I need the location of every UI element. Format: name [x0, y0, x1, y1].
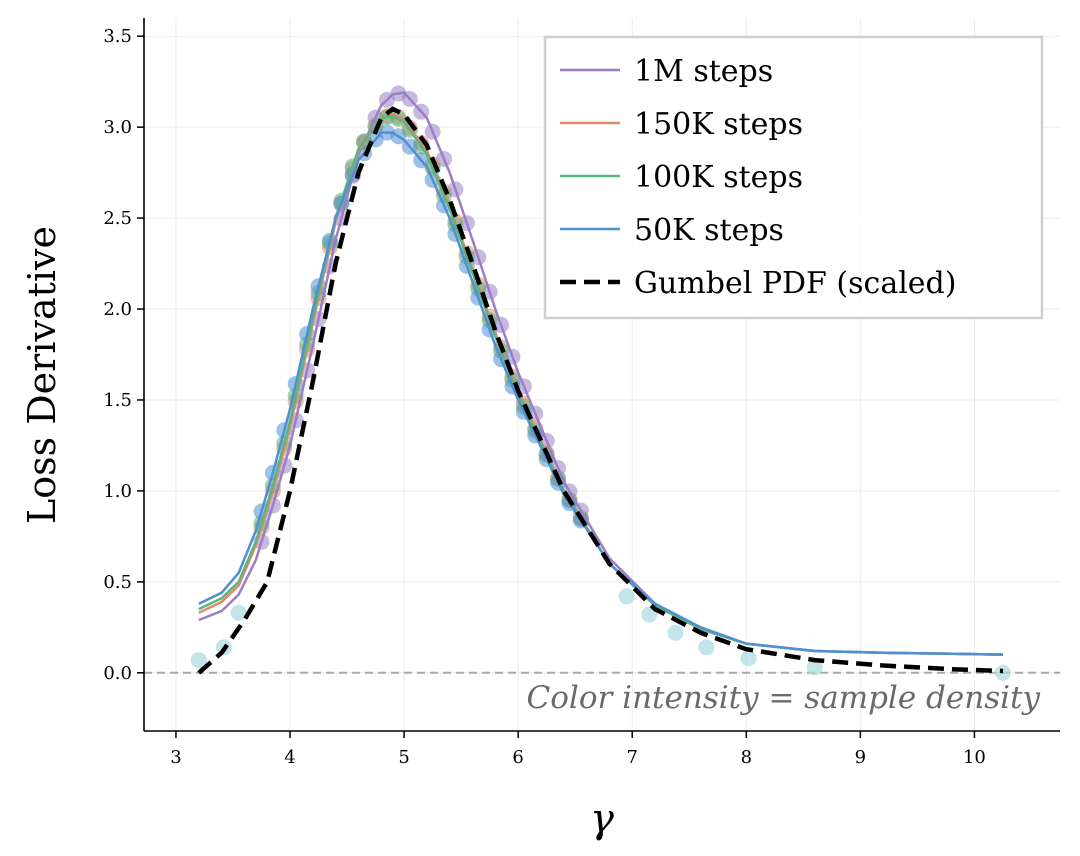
x-tick-label: 3: [170, 747, 181, 768]
scatter-point-low-density: [994, 664, 1011, 681]
legend-label: Gumbel PDF (scaled): [634, 266, 956, 301]
series-lines: [197, 91, 1004, 675]
legend-box: [543, 35, 1044, 320]
legend-label: 1M steps: [634, 54, 773, 89]
annotation: Color intensity = sample density: [527, 680, 1041, 716]
y-tick-label: 0.0: [103, 663, 132, 684]
scatter-point-low-density: [190, 652, 207, 669]
scatter-point-low-density: [230, 604, 247, 621]
scatter-point-low-density: [667, 624, 684, 641]
scatter-point-low-density: [618, 588, 635, 605]
y-tick-label: 3.5: [103, 26, 132, 47]
series-line: [198, 131, 1004, 656]
gumbel-reference-line: [197, 106, 1004, 675]
y-tick-label: 1.5: [103, 390, 132, 411]
scatter-point-low-density: [806, 659, 823, 676]
legend-label: 150K steps: [634, 107, 803, 142]
y-tick-label: 1.0: [103, 481, 132, 502]
x-tick-label: 5: [398, 747, 409, 768]
axes: 3 4 5 6 7 8 9 10 0.0 0.5 1.0 1.5 2.0 2.5 3.0 3.5: [103, 18, 1060, 768]
y-tick-label: 0.5: [103, 572, 132, 593]
legend: 1M steps 150K steps 100K steps 50K steps Gum…: [543, 35, 1044, 320]
x-tick-label: 8: [741, 747, 752, 768]
y-tick-label: 3.0: [103, 117, 132, 138]
x-tick-label: 7: [627, 747, 638, 768]
y-tick-label: 2.5: [103, 208, 132, 229]
y-axis-label: Loss Derivative: [20, 226, 64, 524]
x-tick-label: 6: [512, 747, 523, 768]
x-tick-label: 10: [963, 747, 986, 768]
legend-label: 100K steps: [634, 160, 803, 195]
x-tick-label: 4: [284, 747, 295, 768]
scatter-point-low-density: [698, 639, 715, 656]
x-tick-label: 9: [855, 747, 866, 768]
x-axis-label: γ: [590, 796, 614, 842]
y-tick-label: 2.0: [103, 299, 132, 320]
legend-label: 50K steps: [634, 213, 784, 248]
scatter-point-low-density: [740, 650, 757, 667]
